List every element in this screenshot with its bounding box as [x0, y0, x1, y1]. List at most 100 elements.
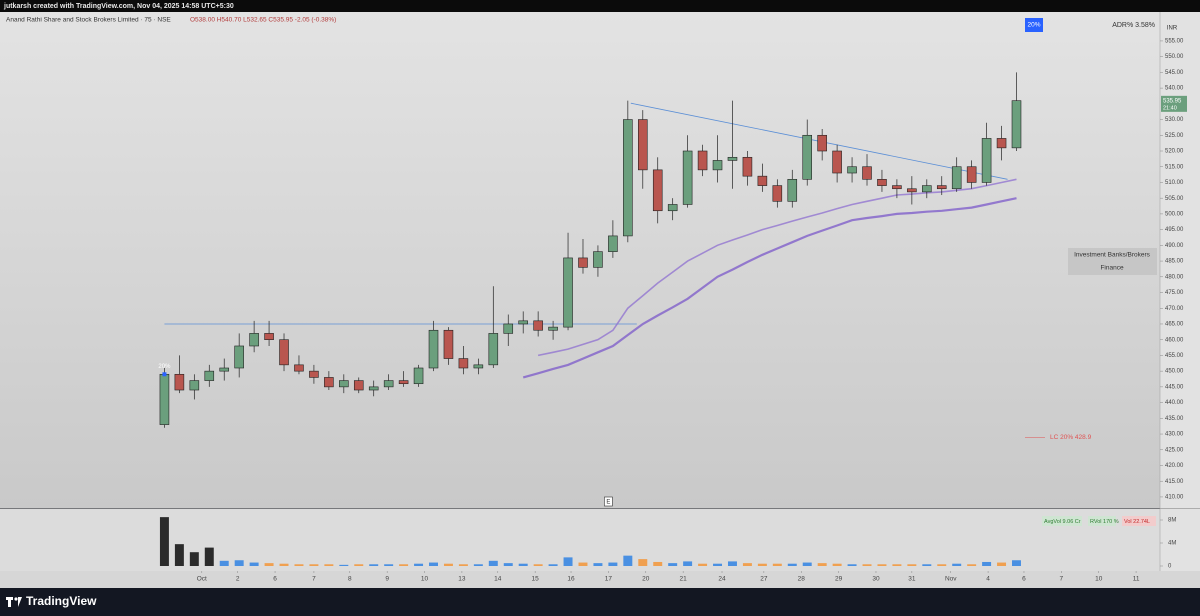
- candle-body: [772, 185, 783, 202]
- candle-body: [309, 370, 319, 378]
- candle-body: [966, 166, 977, 183]
- candle-body: [787, 179, 798, 202]
- brand: TradingView: [26, 594, 97, 608]
- y-tick-label: 545.00: [1165, 70, 1184, 76]
- candle-body: [473, 364, 484, 369]
- volume-bar: [982, 561, 992, 566]
- volume-bar: [952, 563, 962, 566]
- sector: Finance: [1100, 265, 1124, 272]
- volume-bar: [653, 561, 663, 566]
- volume-bar: [429, 562, 438, 566]
- candle-body: [563, 257, 573, 328]
- adr-box-label: 20%: [1027, 22, 1040, 29]
- volume-bar: [324, 564, 334, 566]
- volume-bar: [593, 563, 603, 566]
- volume-bar: [563, 557, 573, 566]
- earnings-label: E: [606, 500, 610, 506]
- volume-stat-box: [1122, 516, 1156, 526]
- candle-body: [907, 188, 917, 193]
- y-tick-label: 460.00: [1165, 337, 1184, 343]
- x-tick-label: 8: [348, 576, 352, 583]
- candle-body: [951, 166, 962, 190]
- candle-body: [174, 373, 185, 391]
- last-price-box: [1161, 95, 1187, 112]
- candle-body: [368, 386, 379, 391]
- top-bar: [0, 0, 1200, 12]
- volume-bar: [772, 563, 782, 566]
- x-tick-label: 24: [718, 576, 726, 583]
- last-price-label: 535.95: [1163, 98, 1182, 104]
- volume-bar: [787, 563, 797, 566]
- y-tick-label: 475.00: [1165, 290, 1184, 296]
- candle-body: [862, 166, 872, 180]
- volume-bar: [802, 562, 812, 566]
- x-tick-label: 7: [1060, 576, 1064, 583]
- tv-logo: [6, 597, 22, 607]
- candle-body: [623, 119, 633, 237]
- candle-body: [413, 367, 424, 385]
- volume-bar: [473, 564, 483, 566]
- x-tick-label: 14: [494, 576, 502, 583]
- volume-bar: [892, 564, 902, 566]
- x-tick-label: 2: [236, 576, 240, 583]
- volume-bar: [967, 564, 977, 566]
- volume-bar: [698, 563, 708, 566]
- x-tick-label: Nov: [945, 576, 957, 583]
- candle-body: [877, 179, 887, 186]
- candle-body: [279, 339, 289, 366]
- volume-tick-label: 0: [1168, 564, 1172, 570]
- y-tick-label: 425.00: [1165, 447, 1184, 453]
- ohlc: O538.00 H540.70 L532.65 C535.95 -2.05 (-…: [190, 17, 336, 24]
- logo-part: [18, 597, 22, 607]
- volume-bar: [264, 563, 274, 566]
- candle-body: [339, 380, 349, 388]
- y-tick-label: 455.00: [1165, 353, 1184, 359]
- volume-bar: [997, 562, 1007, 566]
- volume-bar: [727, 561, 737, 566]
- candle-body: [548, 326, 558, 331]
- candle-body: [264, 333, 274, 340]
- candle-body: [892, 185, 902, 190]
- bottom-bar: [0, 588, 1200, 616]
- volume-stat: AvgVol 9.06 Cr: [1044, 519, 1081, 525]
- candle-body: [802, 134, 813, 180]
- candle-body: [817, 134, 827, 152]
- volume-bar: [922, 564, 932, 566]
- x-tick-label: 9: [385, 576, 389, 583]
- candle-body: [593, 251, 603, 268]
- y-tick-label: 490.00: [1165, 243, 1184, 249]
- y-tick-label: 520.00: [1165, 149, 1184, 155]
- volume-bar: [414, 563, 424, 566]
- candle-body: [922, 185, 932, 193]
- x-tick-label: 13: [458, 576, 466, 583]
- candle-body: [578, 257, 588, 268]
- volume-stat: Vol 22.74L: [1124, 519, 1150, 525]
- countdown: 21:40: [1163, 105, 1177, 111]
- volume-bar: [339, 564, 349, 566]
- candle-body: [219, 367, 230, 372]
- candle-body: [832, 150, 842, 174]
- logo-part: [14, 597, 18, 601]
- volume-bar: [937, 564, 947, 566]
- y-tick-label: 495.00: [1165, 227, 1184, 233]
- volume-bar: [503, 563, 513, 566]
- volume-bar: [548, 564, 558, 566]
- volume-bar: [668, 563, 678, 566]
- y-tick-label: 540.00: [1165, 86, 1184, 92]
- y-tick-label: 450.00: [1165, 369, 1184, 375]
- volume-stat-box: [1042, 516, 1082, 526]
- volume-bar: [204, 547, 214, 566]
- volume-bar: [443, 563, 453, 566]
- adr: ADR% 3.58%: [1112, 22, 1155, 29]
- candle-body: [847, 166, 857, 174]
- candle-body: [159, 373, 170, 425]
- level-label: LC 20% 428.9: [1050, 434, 1092, 441]
- volume-bar: [279, 563, 289, 566]
- x-tick-label: Oct: [197, 576, 207, 583]
- y-tick-label: 485.00: [1165, 259, 1184, 265]
- candle-body: [608, 235, 618, 252]
- candle-body: [294, 364, 304, 372]
- candle-body: [727, 156, 738, 161]
